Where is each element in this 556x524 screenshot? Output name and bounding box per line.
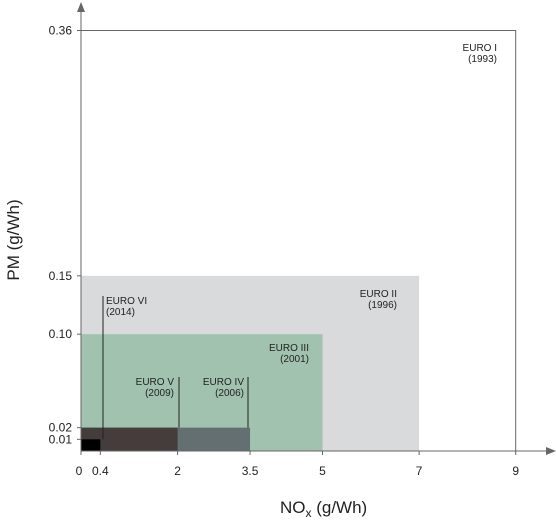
area-euro-vi — [81, 439, 101, 451]
x-axis-title: NOx (g/Wh) — [280, 498, 367, 520]
label-euro-ii: EURO II — [360, 289, 397, 300]
y-axis-arrowhead — [77, 2, 85, 12]
label-year-euro-iii: (2001) — [280, 354, 309, 365]
y-tick-label: 0.01 — [49, 432, 73, 446]
x-tick-labels: 0 0.4 2 3.5 5 7 9 — [76, 451, 519, 478]
y-tick-label: 0.15 — [49, 269, 73, 283]
x-tick-label: 0 — [76, 464, 83, 478]
label-leader-lines — [102, 296, 249, 440]
x-tick-label: 0.4 — [92, 464, 109, 478]
label-euro-iv: EURO IV — [203, 377, 244, 388]
label-euro-iii: EURO III — [269, 343, 309, 354]
label-year-euro-vi: (2014) — [106, 307, 135, 318]
standard-areas — [80, 30, 517, 452]
y-tick-label: 0.02 — [49, 421, 73, 435]
x-tick-label: 7 — [416, 464, 423, 478]
label-year-euro-v: (2009) — [145, 388, 174, 399]
y-tick-label: 0.36 — [49, 24, 73, 38]
y-axis-title: PM (g/Wh) — [4, 199, 23, 280]
y-tick-labels: 0.010.02 0.10 0.15 0.36 — [49, 24, 81, 446]
x-tick-label: 9 — [512, 464, 519, 478]
x-tick-label: 2 — [174, 464, 181, 478]
standard-labels: EURO I(1993) EURO II(1996) EURO III(2001) E… — [106, 43, 497, 399]
label-euro-v: EURO V — [136, 377, 175, 388]
x-axis-arrowhead — [546, 447, 556, 455]
label-euro-i: EURO I — [463, 43, 497, 54]
label-year-euro-iv: (2006) — [215, 388, 244, 399]
x-tick-label: 3.5 — [242, 464, 259, 478]
y-tick-label: 0.10 — [49, 327, 73, 341]
area-euro-v — [81, 427, 178, 451]
label-year-euro-i: (1993) — [468, 54, 497, 65]
x-tick-label: 5 — [319, 464, 326, 478]
axes — [77, 2, 556, 455]
label-year-euro-ii: (1996) — [368, 300, 397, 311]
label-euro-vi: EURO VI — [106, 296, 147, 307]
